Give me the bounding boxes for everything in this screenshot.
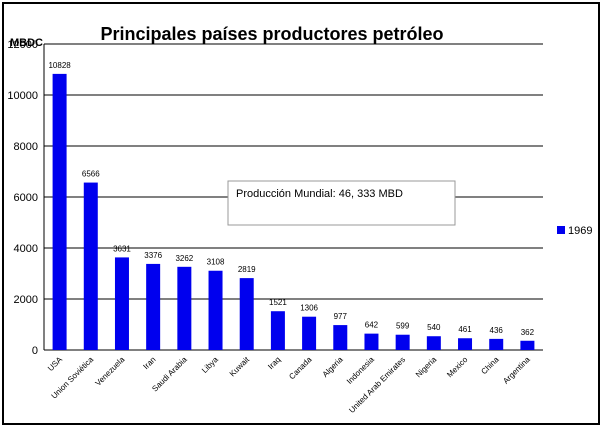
x-tick-label: Iraq: [266, 355, 282, 371]
bar: [270, 311, 285, 350]
x-tick-label: China: [479, 355, 501, 377]
y-tick-label: 8000: [14, 141, 38, 153]
annotation-box: Producción Mundial: 46, 333 MBD: [227, 180, 456, 226]
data-label: 540: [427, 323, 441, 332]
bar: [520, 340, 535, 350]
data-label: 461: [458, 325, 472, 334]
data-label: 3108: [207, 258, 225, 267]
x-tick-label: Iran: [141, 355, 157, 371]
bar: [458, 338, 473, 350]
bar: [146, 263, 161, 350]
data-label: 599: [396, 322, 410, 331]
annotation-text: Producción Mundial: 46, 333 MBD: [236, 188, 403, 200]
bar: [114, 257, 129, 350]
data-label: 6566: [82, 170, 100, 179]
bar: [52, 73, 67, 351]
x-tick-label: Libya: [200, 355, 220, 375]
bar: [177, 266, 192, 350]
x-tick-label: USA: [46, 355, 64, 373]
data-label: 642: [365, 321, 379, 330]
bar: [426, 336, 441, 350]
y-tick-label: 2000: [14, 294, 38, 306]
x-tick-label: Kuwait: [228, 355, 252, 379]
data-labels: 10828 6566 3631 3376 3262 3108 2819 1521 1306 977…: [48, 61, 534, 337]
y-tick-label: 0: [32, 345, 38, 357]
legend-swatch: [557, 226, 565, 234]
data-label: 1521: [269, 298, 287, 307]
bar: [83, 182, 98, 350]
bars: [52, 73, 535, 351]
data-label: 3262: [175, 254, 193, 263]
y-axis-unit-label: MBDC: [10, 37, 43, 49]
x-tick-label: United Arab Emirates: [347, 355, 407, 415]
y-tick-label: 12000: [7, 39, 38, 51]
y-tick-label: 10000: [7, 90, 38, 102]
legend: 1969: [557, 225, 592, 237]
y-tick-label: 6000: [14, 192, 38, 204]
x-tick-label: Canada: [287, 355, 314, 382]
y-tick-label: 4000: [14, 243, 38, 255]
x-tick-label: Mexico: [445, 355, 470, 380]
data-label: 10828: [48, 61, 71, 70]
data-label: 362: [521, 328, 535, 337]
legend-label: 1969: [568, 225, 592, 237]
bar: [395, 334, 410, 350]
data-label: 977: [334, 312, 348, 321]
data-label: 3376: [144, 251, 162, 260]
bar: [239, 278, 254, 350]
x-tick-label: Algeria: [321, 355, 345, 379]
bar: [364, 333, 379, 350]
data-label: 1306: [300, 304, 318, 313]
data-label: 3631: [113, 244, 131, 253]
chart-title: Principales países productores petróleo: [100, 24, 443, 44]
x-tick-label: Venezuela: [94, 355, 127, 388]
x-tick-label: Nigeria: [414, 355, 439, 380]
x-tick-label: Indonesia: [345, 355, 376, 386]
bar: [302, 316, 317, 350]
bar: [208, 270, 223, 350]
data-label: 2819: [238, 265, 256, 274]
x-tick-label: Argentina: [501, 355, 532, 386]
y-axis-ticks: 0 2000 4000 6000 8000 10000 12000: [7, 39, 38, 357]
bar: [489, 338, 504, 350]
data-label: 436: [490, 326, 504, 335]
bar: [333, 325, 348, 350]
